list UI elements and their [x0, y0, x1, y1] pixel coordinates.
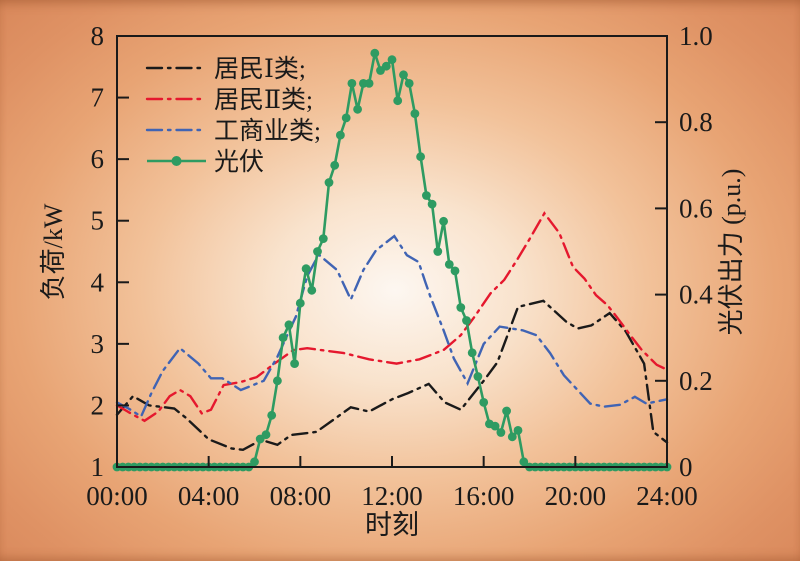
- series-marker-pv: [496, 428, 506, 437]
- series-marker-pv: [416, 152, 425, 162]
- series-marker-pv: [467, 348, 477, 358]
- series-line-pv: [117, 51, 667, 469]
- series-marker-pv: [370, 48, 380, 58]
- series-marker-pv: [273, 376, 282, 386]
- series-marker-pv: [490, 421, 500, 431]
- x-tick-label: 24:00: [636, 481, 698, 511]
- series-marker-pv: [313, 247, 322, 256]
- legend-label-pv: 光伏: [214, 148, 264, 176]
- x-tick-label: 04:00: [178, 481, 240, 511]
- series-pv: [112, 48, 672, 472]
- series-line-commercial: [115, 234, 669, 419]
- legend-marker-pv: [171, 156, 182, 166]
- curves-layer: [112, 48, 672, 472]
- series-line-residential-2: [115, 211, 669, 423]
- legend-label-commercial: 工商业类;: [214, 117, 321, 145]
- series-marker-pv: [507, 432, 517, 442]
- y-left-tick-label: 8: [91, 21, 105, 51]
- series-marker-pv: [250, 457, 259, 467]
- y-right-tick-label: 0.8: [679, 107, 713, 137]
- series-marker-pv: [295, 298, 305, 308]
- legend-label-residential-1: 居民Ⅰ类;: [214, 55, 306, 83]
- series-marker-pv: [427, 199, 437, 209]
- series-marker-pv: [444, 260, 454, 269]
- y-left-axis-title: 负荷/kW: [39, 203, 68, 300]
- series-marker-pv: [479, 398, 489, 407]
- x-tick-label: 08:00: [270, 481, 332, 511]
- series-marker-pv: [278, 333, 288, 343]
- series-marker-pv: [393, 96, 403, 106]
- series-marker-pv: [439, 216, 448, 226]
- series-marker-pv: [513, 426, 523, 435]
- series-line-residential-1: [115, 299, 669, 452]
- x-tick-label: 00:00: [86, 481, 148, 511]
- legend-label-residential-2: 居民Ⅱ类;: [214, 86, 313, 114]
- series-marker-pv: [324, 178, 334, 187]
- legend-item-residential-1: 居民Ⅰ类;: [145, 55, 306, 83]
- series-marker-pv: [450, 266, 460, 276]
- series-residential-2: [115, 211, 669, 423]
- y-left-tick-label: 5: [91, 206, 105, 236]
- x-axis-title: 时刻: [365, 510, 419, 540]
- y-left-tick-label: 7: [91, 83, 105, 113]
- series-marker-pv: [341, 113, 351, 123]
- series-marker-pv: [330, 160, 340, 170]
- series-marker-pv: [301, 264, 311, 274]
- series-marker-pv: [502, 406, 511, 416]
- series-marker-pv: [462, 316, 471, 325]
- series-marker-pv: [399, 70, 408, 80]
- y-left-tick-label: 1: [91, 452, 105, 482]
- series-marker-pv: [267, 410, 277, 420]
- series-marker-pv: [364, 79, 374, 88]
- y-right-tick-label: 0: [679, 452, 693, 482]
- series-marker-pv: [433, 247, 443, 256]
- series-marker-pv: [387, 55, 397, 65]
- series-marker-pv: [261, 430, 271, 440]
- y-right-tick-label: 0.4: [679, 280, 713, 310]
- legend-item-pv: 光伏: [147, 148, 264, 176]
- y-left-tick-label: 6: [91, 144, 105, 174]
- series-marker-pv: [336, 130, 345, 140]
- y-left-tick-label: 2: [91, 390, 105, 420]
- series-marker-pv: [290, 359, 299, 368]
- series-marker-pv: [410, 109, 420, 118]
- y-right-axis-title: 光伏出力 (p.u.): [717, 169, 746, 336]
- series-marker-pv: [473, 372, 483, 381]
- x-tick-label: 20:00: [545, 481, 607, 511]
- series-commercial: [115, 234, 669, 419]
- series-marker-pv: [307, 285, 317, 295]
- plot-border: [116, 35, 668, 468]
- x-tick-label: 12:00: [361, 481, 423, 511]
- series-marker-pv: [422, 191, 431, 200]
- y-right-tick-label: 0.2: [679, 366, 713, 396]
- series-marker-pv: [381, 61, 391, 71]
- series-marker-pv: [347, 79, 357, 88]
- y-left-tick-label: 3: [91, 329, 105, 359]
- series-marker-pv: [519, 457, 529, 467]
- legend-item-residential-2: 居民Ⅱ类;: [145, 86, 313, 114]
- series-marker-pv: [404, 79, 414, 88]
- legend: 居民Ⅰ类; 居民Ⅱ类; 工商业类; 光伏: [145, 55, 321, 176]
- y-right-tick-label: 1.0: [679, 21, 713, 51]
- legend-item-commercial: 工商业类;: [145, 117, 321, 145]
- x-tick-label: 16:00: [453, 481, 515, 511]
- series-marker-pv: [284, 320, 294, 330]
- y-left-tick-label: 4: [91, 267, 105, 297]
- series-residential-1: [115, 299, 669, 452]
- axes-layer: 00:00 04:00 08:00 12:00 16:00 20:00 24:00 1 2 3 4 5…: [39, 21, 746, 540]
- series-marker-pv: [456, 303, 466, 312]
- series-marker-pv: [318, 234, 328, 244]
- series-marker-pv: [353, 104, 362, 114]
- y-right-tick-label: 0.6: [679, 193, 713, 223]
